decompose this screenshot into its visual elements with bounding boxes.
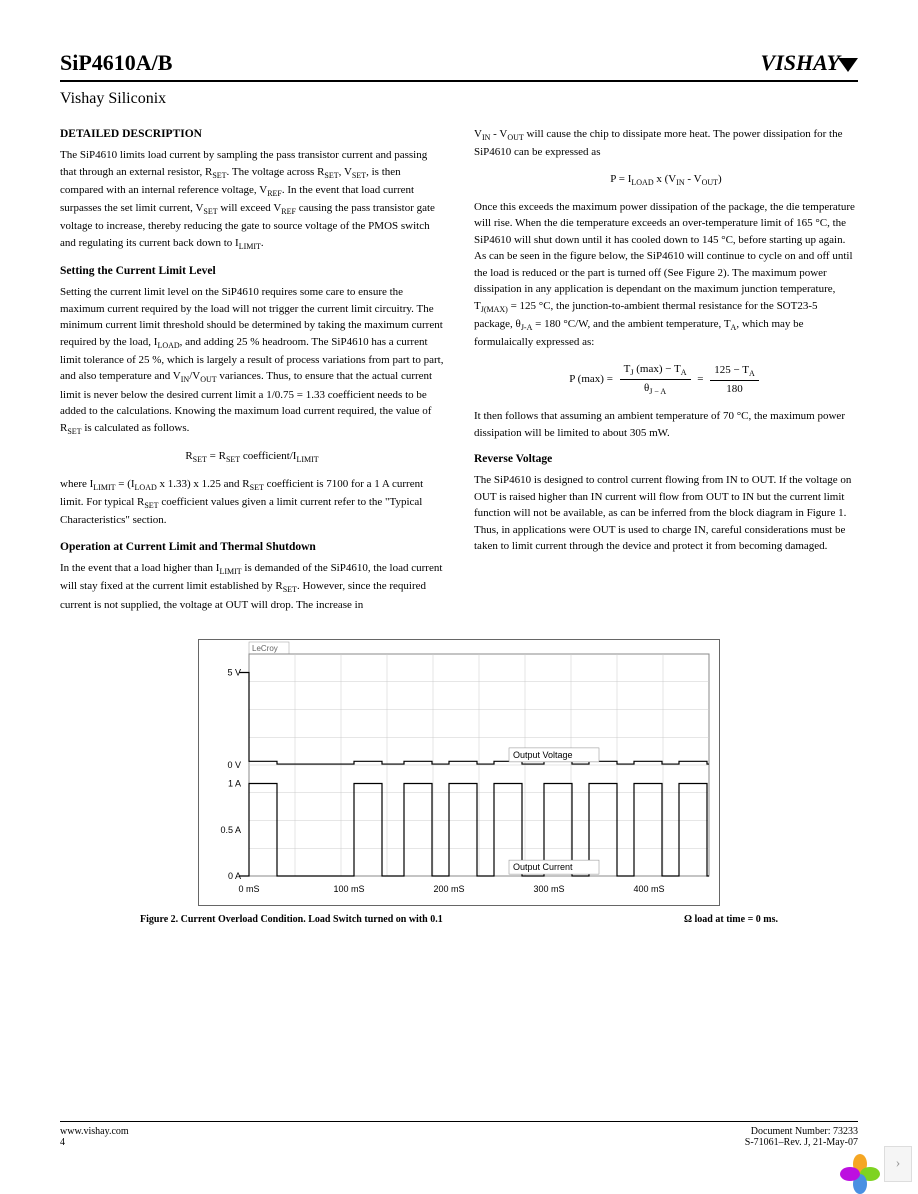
petal-logo-icon: [842, 1146, 878, 1182]
svg-text:400 mS: 400 mS: [633, 884, 664, 894]
heading-setting-limit: Setting the Current Limit Level: [60, 263, 444, 280]
para-operation: In the event that a load higher than ILI…: [60, 560, 444, 613]
svg-text:0.5 A: 0.5 A: [220, 825, 241, 835]
logo-text: VISHAY: [761, 50, 840, 75]
para-thermal: Once this exceeds the maximum power diss…: [474, 199, 858, 351]
svg-text:0 V: 0 V: [227, 760, 241, 770]
page-footer: www.vishay.com 4 Document Number: 73233 …: [60, 1121, 858, 1148]
para-vin-vout: VIN - VOUT will cause the chip to dissip…: [474, 126, 858, 161]
doc-header: SiP4610A/B VISHAY: [60, 50, 858, 82]
figure-caption: Figure 2. Current Overload Condition. Lo…: [60, 914, 858, 925]
formula-pmax: P (max) = TJ (max) − TA θJ − A = 125 − T…: [474, 361, 858, 398]
doc-subtitle: Vishay Siliconix: [60, 90, 858, 108]
svg-text:Output Current: Output Current: [513, 862, 573, 872]
heading-detailed-description: DETAILED DESCRIPTION: [60, 126, 444, 143]
logo-arrow-icon: [838, 58, 858, 72]
svg-text:200 mS: 200 mS: [433, 884, 464, 894]
svg-text:1 A: 1 A: [228, 779, 241, 789]
scope-svg: LeCroy5 V0 V1 A0.5 A0 A0 mS100 mS200 mS3…: [199, 640, 719, 900]
caption-left: Figure 2. Current Overload Condition. Lo…: [140, 914, 443, 925]
part-number: SiP4610A/B: [60, 50, 172, 76]
footer-page: 4: [60, 1137, 129, 1148]
footer-doc: Document Number: 73233: [745, 1126, 858, 1137]
vishay-logo: VISHAY: [761, 50, 858, 76]
para-intro: The SiP4610 limits load current by sampl…: [60, 147, 444, 253]
figure-2: LeCroy5 V0 V1 A0.5 A0 A0 mS100 mS200 mS3…: [60, 639, 858, 925]
para-reverse: The SiP4610 is designed to control curre…: [474, 472, 858, 555]
para-where: where ILIMIT = (ILOAD x 1.33) x 1.25 and…: [60, 476, 444, 529]
scope-chart: LeCroy5 V0 V1 A0.5 A0 A0 mS100 mS200 mS3…: [198, 639, 720, 906]
svg-text:100 mS: 100 mS: [333, 884, 364, 894]
heading-reverse-voltage: Reverse Voltage: [474, 451, 858, 468]
para-305mw: It then follows that assuming an ambient…: [474, 408, 858, 441]
caption-right: Ω load at time = 0 ms.: [684, 914, 778, 925]
svg-text:0 mS: 0 mS: [238, 884, 259, 894]
formula-rset: RSET = RSET coefficient/ILIMIT: [60, 448, 444, 466]
next-page-button[interactable]: ›: [884, 1146, 912, 1182]
body-columns: DETAILED DESCRIPTION The SiP4610 limits …: [60, 126, 858, 619]
footer-url: www.vishay.com: [60, 1126, 129, 1137]
svg-text:5 V: 5 V: [227, 668, 241, 678]
formula-power: P = ILOAD x (VIN - VOUT): [474, 171, 858, 189]
svg-text:Output Voltage: Output Voltage: [513, 750, 573, 760]
right-column: VIN - VOUT will cause the chip to dissip…: [474, 126, 858, 619]
para-setting-limit: Setting the current limit level on the S…: [60, 284, 444, 438]
svg-text:300 mS: 300 mS: [533, 884, 564, 894]
footer-rev: S-71061–Rev. J, 21-May-07: [745, 1137, 858, 1148]
corner-widget: ›: [842, 1146, 912, 1182]
heading-operation: Operation at Current Limit and Thermal S…: [60, 539, 444, 556]
left-column: DETAILED DESCRIPTION The SiP4610 limits …: [60, 126, 444, 619]
svg-text:LeCroy: LeCroy: [252, 644, 278, 653]
